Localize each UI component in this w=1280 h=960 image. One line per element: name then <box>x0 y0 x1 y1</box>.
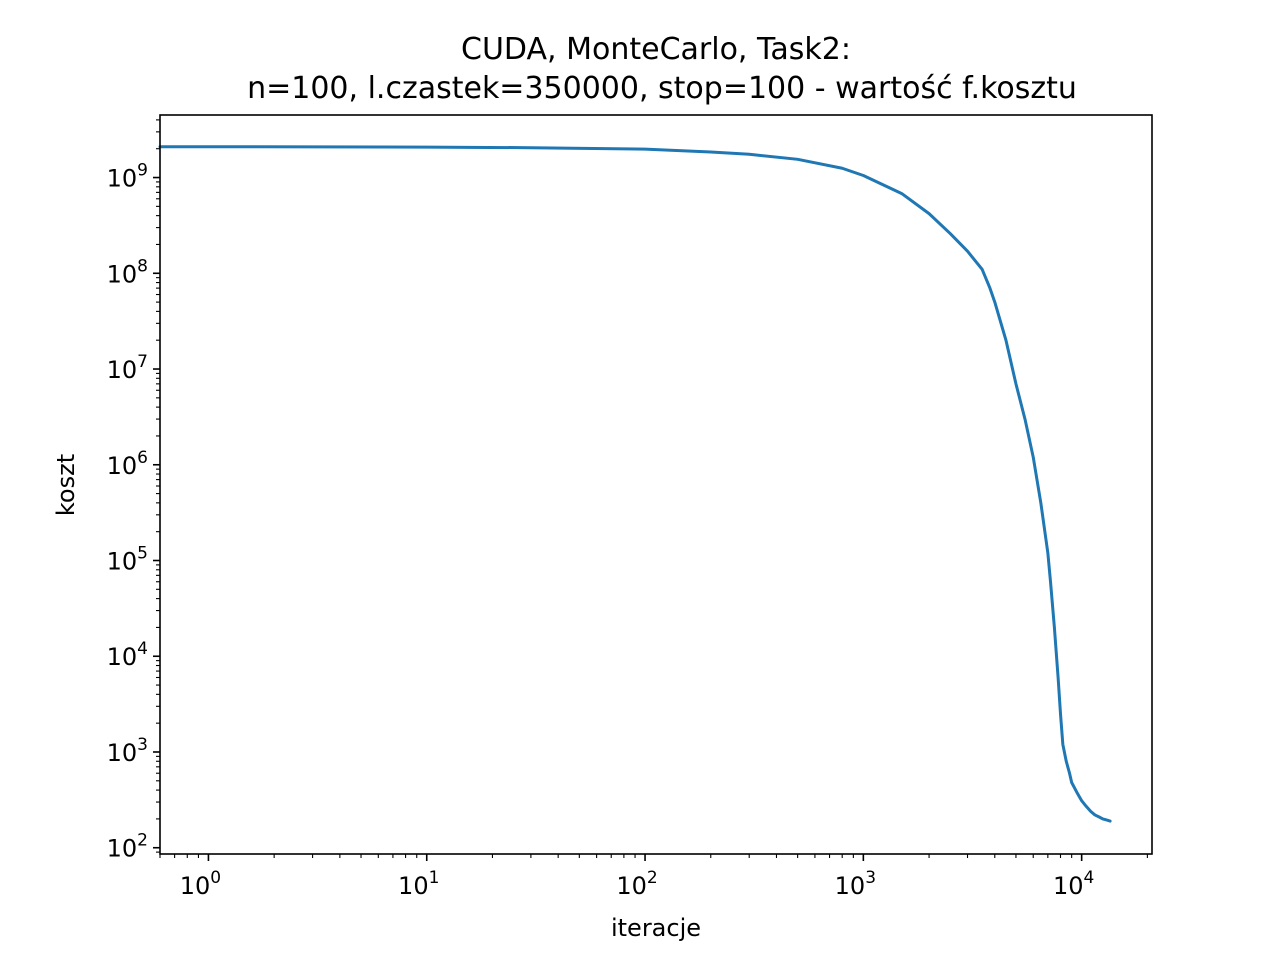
x-tick-label: 100 <box>180 868 221 900</box>
y-tick-label: 109 <box>107 161 148 193</box>
series-line <box>158 145 1112 823</box>
y-tick-label: 102 <box>107 831 148 863</box>
x-tick-label: 102 <box>616 868 657 900</box>
y-axis-label: koszt <box>52 454 80 516</box>
chart-title-line1: CUDA, MonteCarlo, Task2: <box>461 32 851 67</box>
plot-frame <box>159 114 1153 855</box>
y-tick-label: 106 <box>107 448 148 480</box>
plot-area <box>158 114 1153 855</box>
y-tick-label: 107 <box>107 352 148 384</box>
x-tick-label: 101 <box>398 868 439 900</box>
x-axis-ticks: 100 101 102 103 104 <box>159 854 1148 900</box>
y-tick-label: 108 <box>107 256 148 288</box>
y-tick-label: 103 <box>107 735 148 767</box>
x-axis-label: iteracje <box>611 914 701 942</box>
y-axis-ticks: 102 103 104 105 106 107 108 109 <box>107 119 160 863</box>
x-tick-label: 103 <box>835 868 876 900</box>
x-tick-label: 104 <box>1053 868 1094 900</box>
y-tick-label: 105 <box>107 544 148 576</box>
y-tick-label: 104 <box>107 639 148 671</box>
chart-title-line2: n=100, l.czastek=350000, stop=100 - wart… <box>247 71 1077 106</box>
